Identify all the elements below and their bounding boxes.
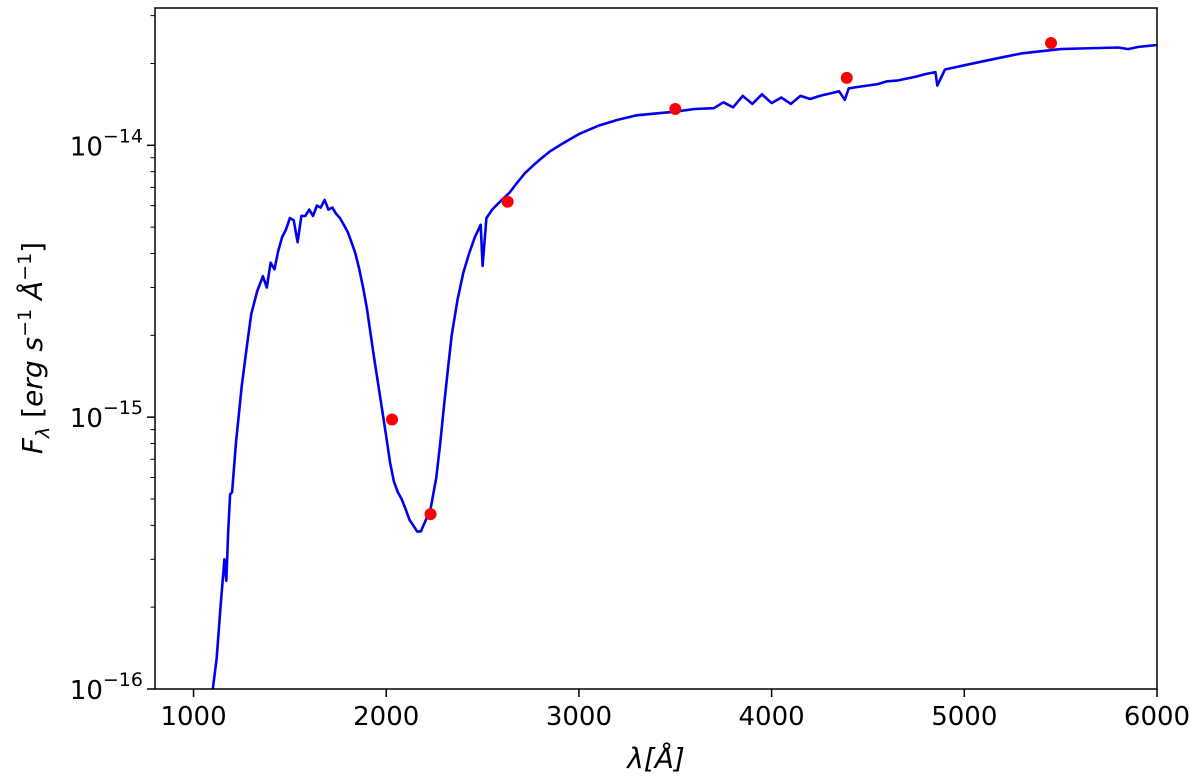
x-axis-label: λ[Å] — [625, 741, 685, 775]
y-label-angstrom-exponent: −1 — [14, 253, 36, 281]
x-tick-label: 3000 — [546, 702, 612, 732]
plot-area — [211, 36, 1157, 689]
axes-frame — [154, 7, 1158, 690]
photometry-point — [840, 71, 853, 84]
photometry-point — [386, 413, 399, 426]
y-tick-label: 10−16 — [70, 669, 143, 706]
y-label-symbol: F — [16, 437, 49, 454]
x-tick-label: 2000 — [353, 702, 419, 732]
y-label-s: s — [16, 337, 49, 361]
y-tick-label: 10−15 — [70, 397, 143, 434]
photometry-point — [501, 195, 514, 208]
y-tick-base: 10 — [70, 676, 103, 706]
y-tick-exponent: −16 — [103, 669, 143, 691]
model-spectrum-line — [211, 43, 1157, 689]
y-tick-exponent: −14 — [103, 125, 143, 147]
x-axis: 1000 2000 3000 4000 5000 6000 — [160, 689, 1190, 732]
y-label-close-bracket: ] — [16, 242, 49, 253]
y-axis-label: Fλ [erg s−1 Å−1] — [14, 242, 54, 454]
y-tick-base: 10 — [70, 132, 103, 162]
y-tick-base: 10 — [70, 404, 103, 434]
photometry-point — [424, 508, 437, 521]
y-tick-label: 10−14 — [70, 125, 143, 162]
photometry-point — [669, 103, 682, 116]
x-tick-label: 5000 — [931, 702, 997, 732]
x-tick-label: 4000 — [739, 702, 805, 732]
photometry-point — [1045, 36, 1058, 49]
y-label-subscript: λ — [32, 427, 54, 439]
y-tick-exponent: −15 — [103, 397, 143, 419]
x-tick-label: 6000 — [1124, 702, 1190, 732]
y-label-angstrom: Å — [15, 281, 49, 309]
y-label-erg: erg — [16, 360, 49, 407]
y-label-open-bracket: [ — [16, 407, 49, 427]
x-tick-label: 1000 — [160, 702, 226, 732]
y-label-s-exponent: −1 — [14, 309, 36, 337]
